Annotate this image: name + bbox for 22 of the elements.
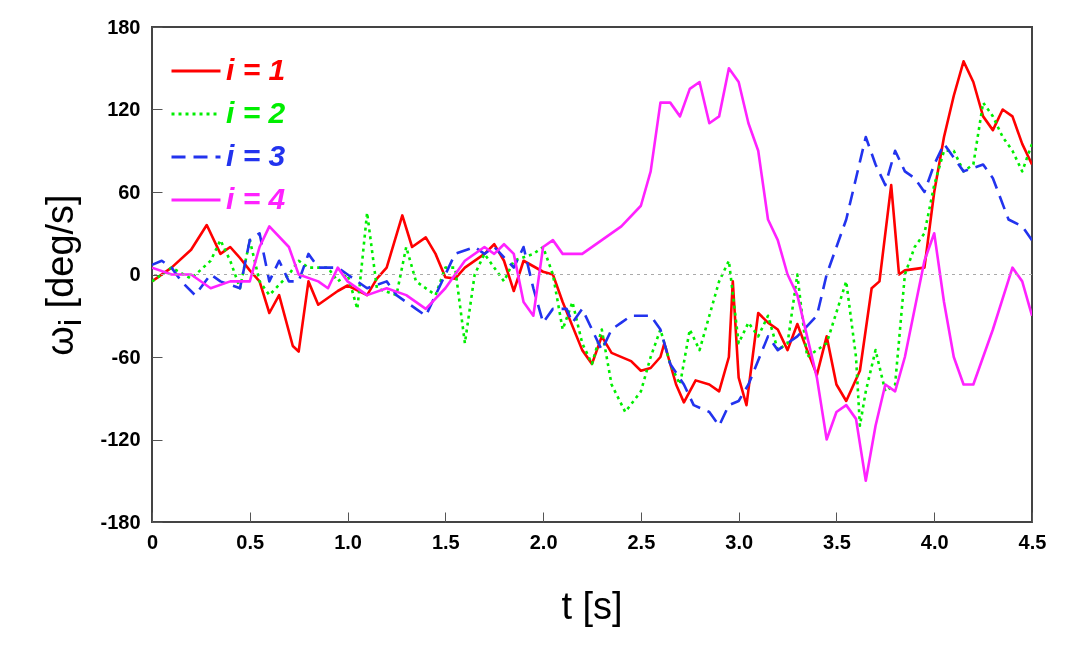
y-tick-label: -120 [100, 428, 141, 450]
y-tick-label: 180 [107, 15, 141, 38]
x-tick-label: 3.0 [725, 530, 754, 553]
legend-label: i = 4 [226, 182, 286, 215]
x-tick-label: 1.0 [334, 530, 362, 553]
legend-label: i = 2 [226, 96, 286, 129]
x-tick-label: 2.5 [627, 530, 656, 553]
y-tick-label: 120 [107, 98, 141, 120]
x-tick-label: 0.5 [236, 530, 265, 553]
x-axis-title: t [s] [560, 585, 624, 628]
y-tick-label: 60 [118, 180, 141, 203]
legend-label: i = 1 [226, 53, 286, 86]
x-tick-label: 0 [146, 530, 159, 553]
x-tick-label: 4.5 [1018, 530, 1047, 553]
x-tick-label: 2.0 [529, 530, 558, 553]
x-tick-label: 3.5 [823, 530, 851, 553]
x-tick-label: 1.5 [431, 530, 460, 553]
y-tick-label: 0 [129, 263, 141, 285]
y-tick-label: -180 [100, 510, 141, 533]
legend-label: i = 3 [226, 139, 286, 172]
y-tick-label: -60 [111, 345, 141, 368]
x-tick-label: 4.0 [920, 530, 949, 553]
